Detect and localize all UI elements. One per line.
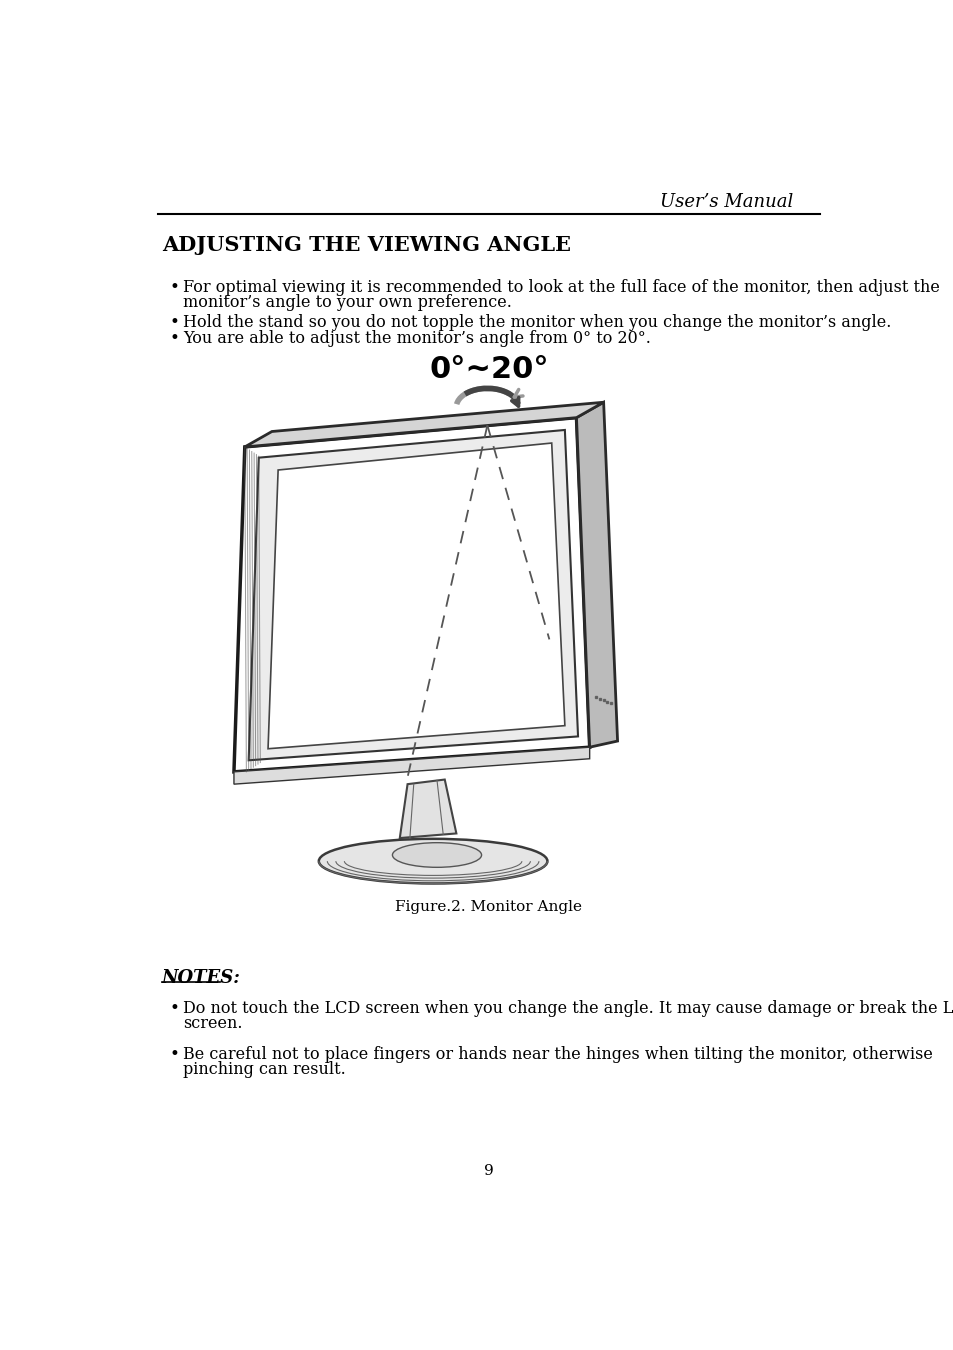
Text: •: • bbox=[170, 313, 179, 331]
Polygon shape bbox=[399, 779, 456, 838]
Text: For optimal viewing it is recommended to look at the full face of the monitor, t: For optimal viewing it is recommended to… bbox=[183, 279, 939, 296]
Text: NOTES:: NOTES: bbox=[162, 969, 240, 987]
Text: Be careful not to place fingers or hands near the hinges when tilting the monito: Be careful not to place fingers or hands… bbox=[183, 1046, 932, 1062]
Text: Do not touch the LCD screen when you change the angle. It may cause damage or br: Do not touch the LCD screen when you cha… bbox=[183, 1000, 953, 1017]
Ellipse shape bbox=[392, 842, 481, 867]
Text: User’s Manual: User’s Manual bbox=[659, 193, 793, 211]
Polygon shape bbox=[245, 402, 603, 447]
Text: Figure.2. Monitor Angle: Figure.2. Monitor Angle bbox=[395, 900, 582, 914]
Polygon shape bbox=[249, 429, 578, 760]
Text: •: • bbox=[170, 279, 179, 296]
Ellipse shape bbox=[318, 838, 547, 883]
Text: 9: 9 bbox=[483, 1164, 494, 1177]
Polygon shape bbox=[576, 402, 617, 747]
Text: screen.: screen. bbox=[183, 1015, 242, 1033]
Text: You are able to adjust the monitor’s angle from 0° to 20°.: You are able to adjust the monitor’s ang… bbox=[183, 329, 650, 347]
Polygon shape bbox=[233, 747, 589, 784]
Polygon shape bbox=[233, 417, 589, 772]
Text: monitor’s angle to your own preference.: monitor’s angle to your own preference. bbox=[183, 294, 511, 312]
Text: ADJUSTING THE VIEWING ANGLE: ADJUSTING THE VIEWING ANGLE bbox=[162, 235, 570, 255]
Text: pinching can result.: pinching can result. bbox=[183, 1061, 345, 1079]
Polygon shape bbox=[268, 443, 564, 749]
Text: •: • bbox=[170, 329, 179, 347]
Text: 0°~20°: 0°~20° bbox=[429, 355, 548, 385]
Text: •: • bbox=[170, 1000, 179, 1017]
Text: •: • bbox=[170, 1046, 179, 1062]
Text: Hold the stand so you do not topple the monitor when you change the monitor’s an: Hold the stand so you do not topple the … bbox=[183, 313, 890, 331]
